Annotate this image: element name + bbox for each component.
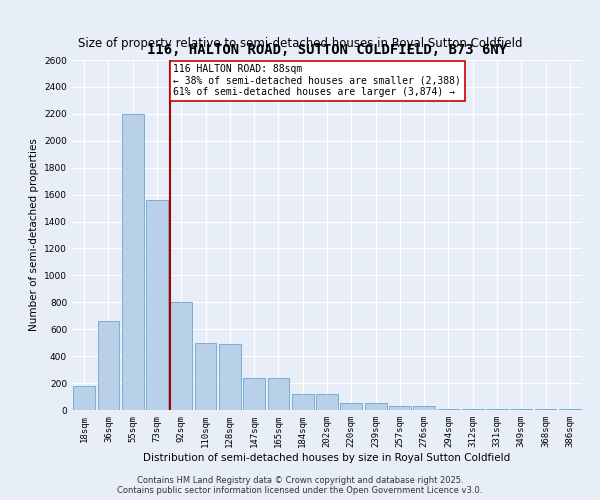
- Bar: [340, 404, 362, 410]
- Bar: [194, 342, 217, 410]
- Bar: [292, 394, 314, 410]
- Bar: [243, 378, 265, 410]
- Bar: [170, 302, 192, 410]
- Bar: [413, 406, 435, 410]
- Title: 116, HALTON ROAD, SUTTON COLDFIELD, B73 6NY: 116, HALTON ROAD, SUTTON COLDFIELD, B73 …: [147, 44, 507, 58]
- Y-axis label: Number of semi-detached properties: Number of semi-detached properties: [29, 138, 38, 332]
- Bar: [437, 408, 460, 410]
- Bar: [146, 200, 168, 410]
- Bar: [365, 404, 386, 410]
- Bar: [122, 114, 143, 410]
- Bar: [268, 378, 289, 410]
- Bar: [97, 321, 119, 410]
- Text: 116 HALTON ROAD: 88sqm
← 38% of semi-detached houses are smaller (2,388)
61% of : 116 HALTON ROAD: 88sqm ← 38% of semi-det…: [173, 64, 461, 97]
- Bar: [316, 394, 338, 410]
- Text: Size of property relative to semi-detached houses in Royal Sutton Coldfield: Size of property relative to semi-detach…: [78, 38, 522, 51]
- Text: Contains HM Land Registry data © Crown copyright and database right 2025.
Contai: Contains HM Land Registry data © Crown c…: [118, 476, 482, 495]
- X-axis label: Distribution of semi-detached houses by size in Royal Sutton Coldfield: Distribution of semi-detached houses by …: [143, 452, 511, 462]
- Bar: [389, 406, 411, 410]
- Bar: [219, 344, 241, 410]
- Bar: [73, 386, 95, 410]
- Bar: [462, 408, 484, 410]
